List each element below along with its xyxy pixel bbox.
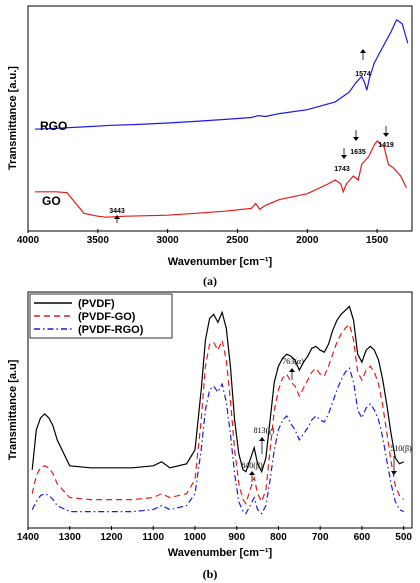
panel-b-x-tick-label-6: 800 <box>270 532 287 543</box>
panel-a-series-line-1 <box>35 140 407 218</box>
legend-item-pvdf-go: (PVDF-GO) <box>34 311 136 323</box>
panel-a-x-tick-label-1: 3500 <box>87 235 110 246</box>
panel-b-plot-frame <box>27 291 413 529</box>
panel-b-x-axis-label: Wavenumber [cm⁻¹] <box>168 547 273 559</box>
series-label-rgo: RGO <box>40 119 67 133</box>
svg-text:3443: 3443 <box>109 208 125 215</box>
panel-a-x-tick-label-0: 4000 <box>17 235 40 246</box>
svg-text:(PVDF-RGO): (PVDF-RGO) <box>78 324 144 336</box>
panel-b-series-line-1 <box>31 323 405 505</box>
panel-a-x-tick-label-3: 2500 <box>226 235 249 246</box>
panel-b-x-tick-label-7: 700 <box>312 532 329 543</box>
annotation-813-gamma: 813(γ) <box>254 426 275 454</box>
annotation-1635: 1635 <box>350 130 366 156</box>
panel-a-label: (a) <box>203 274 217 288</box>
svg-text:1743: 1743 <box>334 166 350 173</box>
legend-item-pvdf: (PVDF) <box>34 298 115 310</box>
panel-b: 1400 1300 1200 1100 1000 900 800 700 600 500 Wave… <box>7 291 413 581</box>
annotation-3443: 3443 <box>109 208 125 223</box>
panel-b-x-tick-label-1: 1300 <box>59 532 82 543</box>
svg-text:(PVDF-GO): (PVDF-GO) <box>78 311 136 323</box>
panel-b-x-tick-label-8: 600 <box>354 532 371 543</box>
svg-text:1635: 1635 <box>350 149 366 156</box>
panel-b-series-line-0 <box>31 305 404 474</box>
panel-a-x-tick-label-4: 2000 <box>296 235 319 246</box>
panel-a-series-line-0 <box>34 18 409 130</box>
panel-b-x-tick-label-9: 500 <box>395 532 412 543</box>
panel-b-x-tick-label-5: 900 <box>228 532 245 543</box>
annotation-510-beta: 510(β) <box>390 444 412 475</box>
annotation-1743: 1743 <box>334 148 350 173</box>
legend-item-pvdf-rgo: (PVDF-RGO) <box>34 324 144 336</box>
annotation-1574: 1574 <box>355 49 371 78</box>
legend: (PVDF) (PVDF-GO) (PVDF-RGO) <box>29 293 173 339</box>
svg-text:840(β): 840(β) <box>241 461 263 470</box>
panel-b-x-tick-label-4: 1000 <box>184 532 207 543</box>
annotation-840-beta: 840(β) <box>241 461 263 482</box>
panel-b-label: (b) <box>203 567 218 581</box>
svg-text:763(α): 763(α) <box>282 357 304 366</box>
panel-b-x-tick-label-3: 1100 <box>142 532 164 543</box>
annotation-1419: 1419 <box>378 126 394 149</box>
annotation-763-alpha: 763(α) <box>282 357 304 380</box>
svg-text:813(γ): 813(γ) <box>254 426 275 435</box>
panel-b-series-line-2 <box>31 367 404 515</box>
panel-a-x-tick-label-2: 3000 <box>157 235 180 246</box>
panel-b-x-tick-label-0: 1400 <box>17 532 40 543</box>
svg-text:510(β): 510(β) <box>390 444 412 453</box>
panel-b-y-axis-label: Transmittance [a.u] <box>7 359 19 460</box>
svg-text:(PVDF): (PVDF) <box>78 298 115 310</box>
panel-a-y-axis-label: Transmittance [a.u.] <box>7 66 19 170</box>
panel-a: 4000 3500 3000 2500 2000 1500 Wavenumber [cm⁻… <box>7 5 413 288</box>
svg-text:1419: 1419 <box>378 142 394 149</box>
svg-text:1574: 1574 <box>355 71 371 78</box>
panel-a-x-tick-label-5: 1500 <box>366 235 389 246</box>
panel-a-plot-frame <box>27 5 413 232</box>
panel-b-x-tick-label-2: 1200 <box>100 532 123 543</box>
panel-a-x-axis-label: Wavenumber [cm⁻¹] <box>168 256 273 268</box>
series-label-go: GO <box>42 194 61 208</box>
